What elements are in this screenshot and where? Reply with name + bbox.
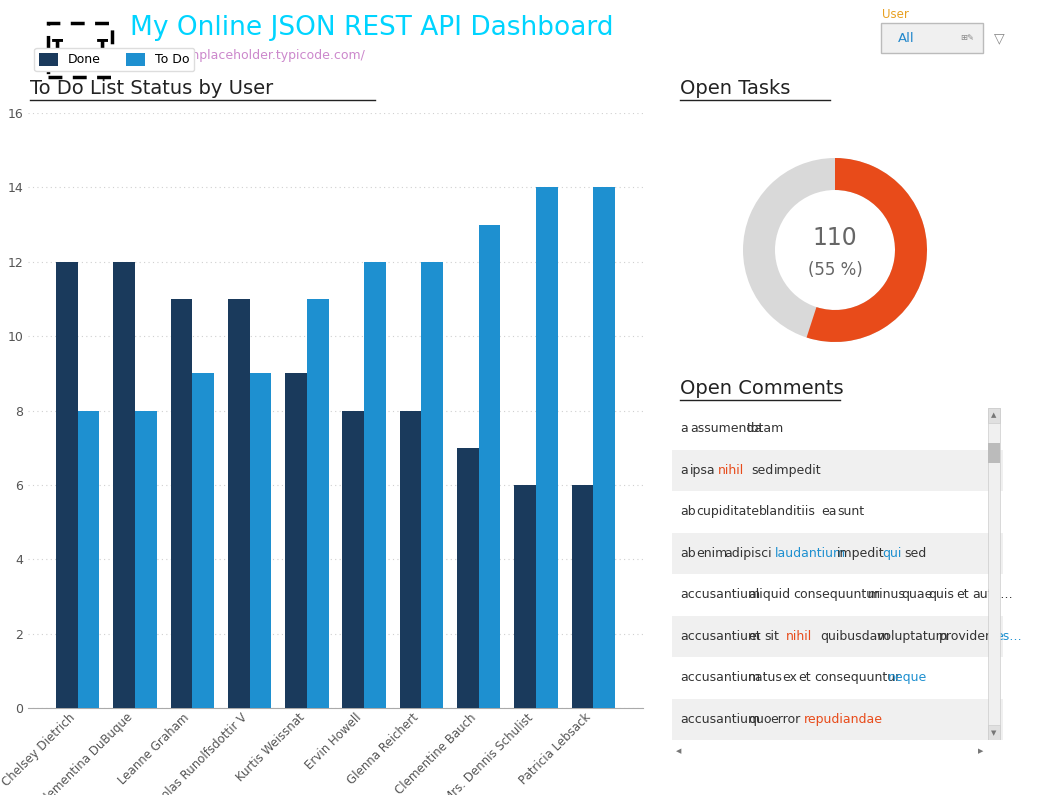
Text: natus: natus <box>748 671 783 684</box>
Text: ▽: ▽ <box>994 31 1004 45</box>
FancyBboxPatch shape <box>881 23 983 53</box>
Text: enim: enim <box>696 547 728 560</box>
Text: sed: sed <box>904 547 927 560</box>
Bar <box>364 262 386 708</box>
Text: et: et <box>798 671 811 684</box>
Text: quis: quis <box>929 588 954 601</box>
Bar <box>514 485 536 708</box>
Text: ▼: ▼ <box>992 730 997 736</box>
Bar <box>687 745 887 757</box>
Text: consequuntur: consequuntur <box>794 588 880 601</box>
Text: quibusdam: quibusdam <box>819 630 890 642</box>
Bar <box>421 262 444 708</box>
Text: impedit: impedit <box>837 547 885 560</box>
Text: quo: quo <box>748 713 771 726</box>
Text: cupiditate: cupiditate <box>696 506 759 518</box>
Text: ab: ab <box>680 547 696 560</box>
Text: assumenda: assumenda <box>691 422 763 435</box>
Bar <box>988 408 1000 423</box>
Text: ▲: ▲ <box>992 412 997 418</box>
Text: totam: totam <box>747 422 784 435</box>
Text: consequuntur: consequuntur <box>814 671 900 684</box>
Text: sed: sed <box>751 463 774 477</box>
Text: accusantium: accusantium <box>680 713 760 726</box>
Bar <box>988 443 1000 463</box>
Bar <box>78 410 100 708</box>
Bar <box>306 299 329 708</box>
Bar <box>193 374 214 708</box>
Text: accusantium: accusantium <box>680 630 760 642</box>
Text: a: a <box>680 463 687 477</box>
Bar <box>456 448 479 708</box>
Wedge shape <box>743 158 927 342</box>
Text: ▶: ▶ <box>978 748 984 754</box>
Text: impedit: impedit <box>774 463 821 477</box>
Text: ⊞✎: ⊞✎ <box>960 33 974 42</box>
Bar <box>672 449 1003 491</box>
Text: ipsa: ipsa <box>691 463 716 477</box>
Bar <box>672 744 686 758</box>
Bar <box>228 299 250 708</box>
Bar <box>672 699 1003 740</box>
Text: sunt: sunt <box>837 506 864 518</box>
Text: nihil: nihil <box>786 630 813 642</box>
Text: sit: sit <box>764 630 779 642</box>
Text: ◀: ◀ <box>677 748 682 754</box>
Legend: Done, To Do: Done, To Do <box>34 48 194 72</box>
Text: neque: neque <box>888 671 928 684</box>
Text: et: et <box>957 588 969 601</box>
Text: laudantium: laudantium <box>775 547 846 560</box>
Text: quae: quae <box>901 588 932 601</box>
Text: repudiandae: repudiandae <box>803 713 883 726</box>
Bar <box>285 374 306 708</box>
Bar <box>343 410 364 708</box>
Text: ex: ex <box>782 671 797 684</box>
Bar <box>672 533 1003 574</box>
Bar <box>571 485 594 708</box>
Bar <box>988 725 1000 740</box>
Text: adipisci: adipisci <box>724 547 771 560</box>
Bar <box>536 188 558 708</box>
Bar <box>479 224 500 708</box>
Text: ea: ea <box>821 506 836 518</box>
Text: ab: ab <box>680 506 696 518</box>
Bar <box>135 410 156 708</box>
Text: error: error <box>770 713 800 726</box>
Bar <box>672 744 988 758</box>
Text: Open Comments: Open Comments <box>680 378 844 398</box>
Bar <box>594 188 615 708</box>
Bar <box>113 262 135 708</box>
Bar <box>988 408 1000 740</box>
Text: aute…: aute… <box>972 588 1013 601</box>
Text: a: a <box>680 422 687 435</box>
Text: qui: qui <box>882 547 901 560</box>
Text: accusantium: accusantium <box>680 588 760 601</box>
Bar <box>400 410 421 708</box>
Text: 110: 110 <box>813 226 858 250</box>
Text: et: et <box>748 630 761 642</box>
Text: https://jsonplaceholder.typicode.com/: https://jsonplaceholder.typicode.com/ <box>130 48 366 61</box>
Bar <box>974 744 988 758</box>
Text: My Online JSON REST API Dashboard: My Online JSON REST API Dashboard <box>130 15 614 41</box>
Text: minus: minus <box>867 588 905 601</box>
Text: aliquid: aliquid <box>748 588 791 601</box>
Text: es…: es… <box>996 630 1023 642</box>
Text: Open Tasks: Open Tasks <box>680 79 791 98</box>
Wedge shape <box>807 158 927 342</box>
Text: User: User <box>882 9 909 21</box>
Text: provident: provident <box>940 630 999 642</box>
Text: nihil: nihil <box>718 463 744 477</box>
Bar <box>56 262 78 708</box>
Text: (55 %): (55 %) <box>808 261 863 279</box>
Text: accusantium: accusantium <box>680 671 760 684</box>
Text: blanditiis: blanditiis <box>759 506 815 518</box>
Bar <box>250 374 271 708</box>
Bar <box>672 615 1003 657</box>
Text: voluptatum: voluptatum <box>877 630 948 642</box>
Text: All: All <box>898 32 915 45</box>
Text: To Do List Status by User: To Do List Status by User <box>30 79 273 98</box>
Text: I  I: I I <box>50 38 110 62</box>
Bar <box>170 299 193 708</box>
